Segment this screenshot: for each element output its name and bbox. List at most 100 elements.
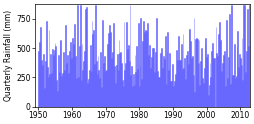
- Bar: [218, 22, 219, 107]
- Bar: [127, 45, 128, 107]
- Bar: [175, 50, 176, 107]
- Bar: [200, 48, 201, 107]
- Bar: [61, 76, 62, 107]
- Bar: [192, 75, 193, 107]
- Bar: [45, 61, 46, 107]
- Bar: [241, 38, 242, 107]
- Bar: [82, 70, 83, 107]
- Bar: [208, 85, 209, 107]
- Bar: [136, 46, 137, 107]
- Bar: [187, 64, 188, 107]
- Bar: [214, 61, 215, 107]
- Bar: [164, 36, 165, 107]
- Bar: [90, 71, 91, 107]
- Bar: [196, 39, 197, 107]
- Bar: [109, 26, 110, 107]
- Bar: [195, 38, 196, 107]
- Bar: [70, 74, 71, 107]
- Bar: [42, 65, 43, 107]
- Bar: [140, 18, 141, 107]
- Bar: [87, 83, 88, 107]
- Bar: [240, 65, 241, 107]
- Bar: [236, 31, 237, 107]
- Bar: [158, 77, 159, 107]
- Bar: [153, 72, 154, 107]
- Bar: [89, 70, 90, 107]
- Bar: [150, 70, 151, 107]
- Bar: [204, 38, 205, 107]
- Bar: [212, 58, 213, 107]
- Bar: [233, 44, 234, 107]
- Bar: [60, 40, 61, 107]
- Bar: [116, 54, 117, 107]
- Bar: [178, 36, 179, 107]
- Bar: [64, 70, 65, 107]
- Bar: [52, 49, 53, 107]
- Bar: [171, 63, 172, 107]
- Bar: [147, 23, 148, 107]
- Bar: [106, 44, 107, 107]
- Bar: [120, 52, 121, 107]
- Bar: [184, 79, 185, 107]
- Bar: [226, 78, 227, 107]
- Bar: [246, 9, 247, 107]
- Bar: [139, 65, 140, 107]
- Bar: [94, 64, 95, 107]
- Bar: [137, 23, 138, 107]
- Bar: [132, 74, 133, 107]
- Bar: [55, 46, 56, 107]
- Bar: [146, 31, 147, 107]
- Bar: [86, 44, 87, 107]
- Bar: [143, 32, 144, 107]
- Bar: [88, 79, 89, 107]
- Bar: [199, 85, 200, 107]
- Bar: [119, 53, 120, 107]
- Bar: [134, 55, 135, 107]
- Bar: [85, 7, 86, 107]
- Bar: [76, 78, 77, 107]
- Bar: [130, 75, 131, 107]
- Bar: [242, 5, 243, 107]
- Bar: [117, 70, 118, 107]
- Bar: [182, 34, 183, 107]
- Bar: [131, 66, 132, 107]
- Bar: [229, 84, 230, 107]
- Bar: [115, 83, 116, 107]
- Bar: [66, 62, 67, 107]
- Bar: [104, 56, 105, 107]
- Bar: [220, 71, 221, 107]
- Bar: [63, 52, 64, 107]
- Bar: [56, 79, 57, 107]
- Bar: [68, 73, 69, 107]
- Bar: [50, 54, 51, 107]
- Bar: [74, 56, 75, 107]
- Bar: [151, 57, 152, 107]
- Bar: [133, 85, 134, 107]
- Bar: [216, 56, 217, 107]
- Bar: [165, 84, 166, 107]
- Bar: [152, 48, 153, 107]
- Bar: [243, 5, 244, 107]
- Bar: [84, 51, 85, 107]
- Bar: [206, 54, 207, 107]
- Bar: [197, 63, 198, 107]
- Bar: [107, 74, 108, 107]
- Bar: [97, 56, 98, 107]
- Bar: [234, 78, 235, 107]
- Bar: [156, 42, 157, 107]
- Bar: [235, 76, 236, 107]
- Bar: [155, 18, 156, 107]
- Bar: [69, 42, 70, 107]
- Bar: [230, 5, 231, 107]
- Bar: [189, 41, 190, 107]
- Bar: [144, 30, 145, 107]
- Bar: [232, 75, 233, 107]
- Bar: [138, 86, 139, 107]
- Bar: [103, 62, 104, 107]
- Bar: [57, 91, 58, 107]
- Bar: [160, 48, 161, 107]
- Bar: [183, 68, 184, 107]
- Bar: [39, 42, 40, 107]
- Bar: [169, 81, 170, 107]
- Bar: [51, 73, 52, 107]
